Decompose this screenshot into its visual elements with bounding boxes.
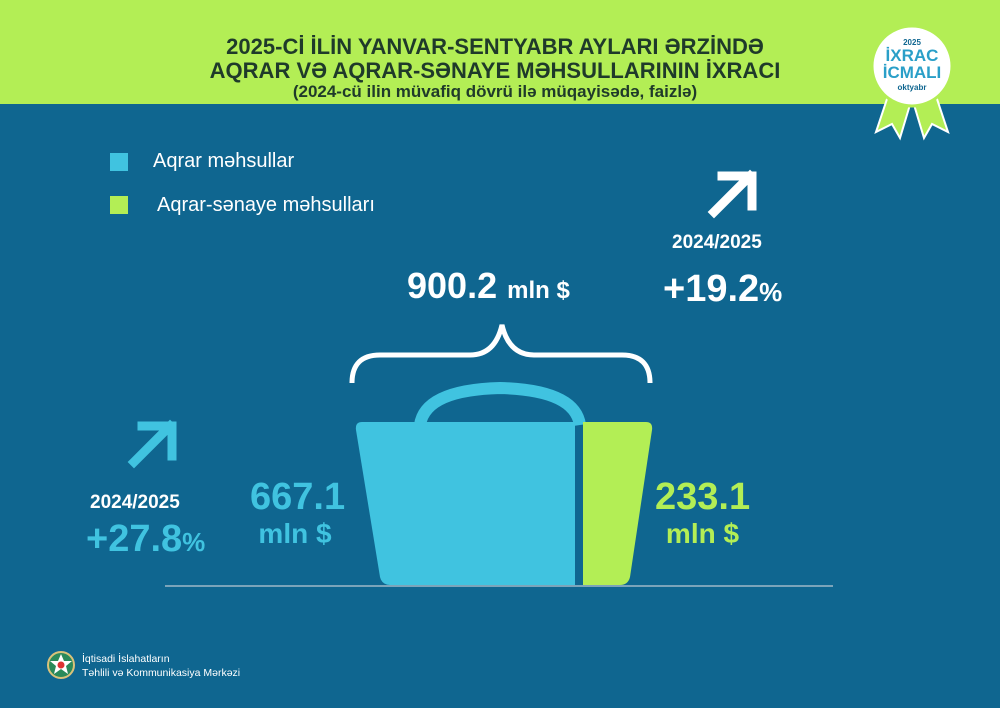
title-line-1: 2025-Cİ İLİN YANVAR-SENTYABR AYLARI ƏRZİ… [226, 34, 764, 59]
brace [349, 324, 653, 384]
agrarian-change-pct: % [182, 527, 206, 557]
export-review-badge: 2025 İXRAC İCMALI oktyabr [862, 20, 962, 145]
basket-agrarian-part [355, 422, 575, 585]
legend-label-agro-industrial: Aqrar-sənaye məhsulları [157, 194, 375, 216]
agro-industrial-value: 233.1 [655, 476, 751, 518]
legend-swatch-agro-industrial [110, 196, 128, 214]
total-change-pct: % [759, 277, 783, 307]
total-change: +19.2% [663, 268, 782, 311]
footer-line-2: Təhlili və Kommunikasiya Mərkəzi [82, 667, 241, 679]
badge-line-1: İXRAC [885, 46, 939, 65]
footer-line-1: İqtisadi İslahatların [82, 653, 170, 665]
agrarian-value: 667.1 [250, 476, 346, 518]
agrarian-change-number: +27.8 [86, 518, 183, 560]
legend-swatch-agrarian [110, 153, 128, 171]
total-change-number: +19.2 [663, 268, 760, 310]
agrarian-change: +27.8% [86, 518, 205, 561]
basket-handle [414, 381, 586, 427]
badge-line-2: İCMALI [882, 63, 942, 82]
agrarian-unit: mln $ [258, 518, 332, 549]
legend-label-agrarian: Aqrar məhsullar [153, 150, 295, 172]
total-unit: mln $ [507, 277, 570, 304]
header-banner [0, 0, 1000, 104]
agrarian-period: 2024/2025 [90, 492, 180, 513]
total-value: 900.2 mln $ [407, 265, 570, 307]
ribbon-badge-icon [870, 24, 954, 141]
arrow-up-right-icon-total [707, 169, 757, 219]
basket-agro-industrial-part [583, 422, 653, 585]
subtitle: (2024-cü ilin müvafiq dövrü ilə müqayisə… [292, 82, 698, 101]
arrow-up-right-icon-agrarian [127, 419, 177, 469]
badge-year: 2025 [903, 38, 921, 47]
agro-industrial-unit: mln $ [665, 518, 740, 549]
emblem-logo-icon [47, 651, 75, 679]
badge-month: oktyabr [897, 83, 927, 92]
title-line-2: AQRAR VƏ AQRAR-SƏNAYE MƏHSULLARININ İXRA… [209, 58, 781, 83]
total-number: 900.2 [407, 265, 498, 306]
total-period: 2024/2025 [672, 232, 762, 253]
